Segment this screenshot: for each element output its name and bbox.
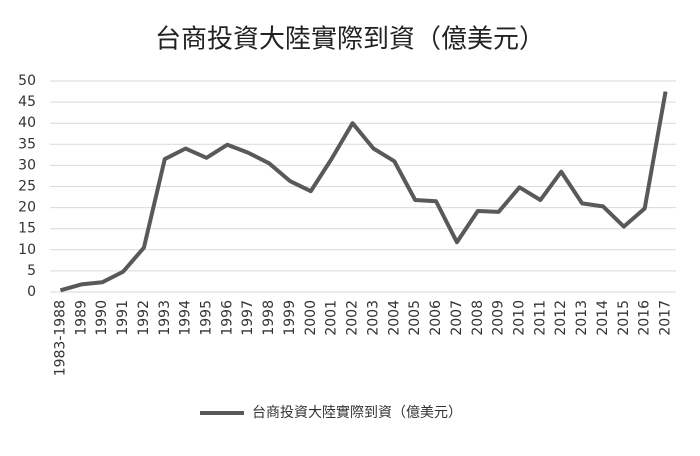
y-tick-label: 50 (18, 73, 36, 89)
x-tick-label: 1998 (261, 300, 277, 336)
x-tick-label: 2007 (449, 300, 465, 336)
y-tick-label: 40 (18, 115, 36, 131)
x-tick-label: 2012 (553, 300, 569, 336)
data-line (59, 91, 668, 293)
y-tick-label: 35 (18, 136, 36, 152)
x-tick-label: 2014 (595, 300, 611, 336)
chart-title: 台商投資大陸實際到資（億美元） (155, 25, 545, 55)
x-tick-label: 1989 (73, 300, 89, 336)
y-tick-label: 25 (18, 179, 36, 195)
x-tick-label: 1994 (178, 300, 194, 336)
x-tick-label: 2010 (512, 300, 528, 336)
x-tick-label: 2000 (303, 300, 319, 336)
x-tick-label: 2003 (365, 300, 381, 336)
x-tick-label: 1991 (115, 300, 131, 336)
y-tick-label: 0 (27, 284, 36, 300)
y-tick-label: 15 (18, 221, 36, 237)
x-tick-label: 2015 (616, 300, 632, 336)
x-tick-label: 1992 (136, 300, 152, 336)
x-tick-label: 2016 (637, 300, 653, 336)
x-tick-label: 1997 (240, 300, 256, 336)
y-tick-label: 20 (18, 200, 36, 216)
y-tick-label: 10 (18, 242, 36, 258)
x-tick-label: 2009 (491, 300, 507, 336)
x-tick-label: 2017 (658, 300, 674, 336)
x-tick-label: 2013 (574, 300, 590, 336)
x-tick-label: 1996 (219, 300, 235, 336)
x-tick-label: 1993 (157, 300, 173, 336)
legend-label: 台商投資大陸實際到資（億美元） (252, 404, 462, 421)
x-tick-label: 2002 (345, 300, 361, 336)
x-tick-label: 1990 (94, 300, 110, 336)
x-tick-label: 2004 (386, 300, 402, 336)
x-tick-label: 1983-1988 (52, 300, 68, 376)
x-tick-label: 2006 (428, 300, 444, 336)
y-tick-label: 30 (18, 157, 36, 173)
x-tick-label: 2001 (324, 300, 340, 336)
x-tick-label: 1999 (282, 300, 298, 336)
x-tick-label: 2005 (407, 300, 423, 336)
y-tick-label: 45 (18, 94, 36, 110)
x-tick-label: 2008 (470, 300, 486, 336)
x-tick-label: 1995 (199, 300, 215, 336)
y-tick-label: 5 (27, 263, 36, 279)
x-tick-label: 2011 (532, 300, 548, 336)
